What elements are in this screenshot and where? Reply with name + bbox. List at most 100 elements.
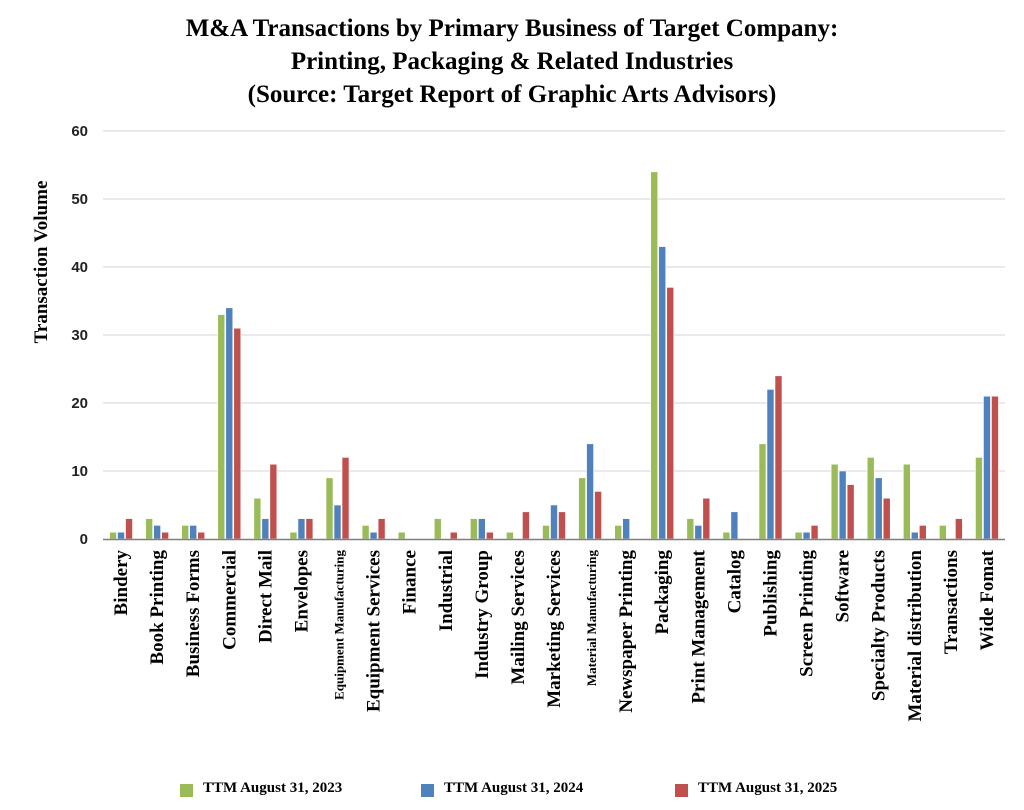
gridlines [103, 130, 1005, 472]
bar-print-management-2024 [694, 525, 703, 540]
bar-chart: 0 10 20 30 40 50 60 Transaction Volume Bindery… [31, 123, 1005, 722]
y-tick-label: 10 [71, 463, 88, 480]
bar-industry-group-2025 [486, 531, 494, 540]
x-category-label: Material Manufacturing [584, 550, 599, 687]
bar-marketing-services-2024 [550, 504, 558, 540]
bar-marketing-services-2023 [542, 525, 550, 540]
y-tick-label: 50 [71, 191, 88, 208]
bar-industrial-2023 [433, 518, 442, 540]
bar-material-manufacturing-2025 [594, 491, 602, 540]
bar-print-management-2023 [686, 518, 695, 540]
bar-equipment-manufacturing-2024 [333, 504, 342, 540]
bar-equipment-services-2024 [369, 531, 378, 540]
bar-finance-2023 [397, 531, 406, 540]
y-tick-label: 20 [71, 395, 88, 412]
x-category-label: Material distribution [905, 550, 926, 722]
bar-transactions-2025 [955, 518, 963, 540]
bar-equipment-services-2025 [377, 518, 386, 540]
x-category-label: Direct Mail [255, 550, 276, 643]
x-category-label: Business Forms [183, 550, 204, 677]
bar-book-printing-2024 [153, 525, 161, 540]
x-category-label: Specialty Products [869, 550, 890, 701]
y-tick-label: 40 [71, 259, 88, 276]
bar-material-manufacturing-2023 [578, 477, 586, 540]
bar-wide-fomat-2024 [983, 395, 991, 540]
bar-envelopes-2024 [297, 518, 306, 540]
bar-software-2025 [846, 484, 855, 540]
x-category-label: Envelopes [291, 550, 312, 632]
x-category-label: Finance [400, 550, 421, 614]
bar-direct-mail-2023 [253, 497, 262, 540]
legend-label-2025: TTM August 31, 2025 [698, 780, 838, 796]
x-category-label: Equipment Services [364, 550, 385, 712]
bar-industrial-2025 [449, 531, 458, 540]
x-axis-category-labels: Bindery Book Printing Business Forms Commer… [111, 549, 998, 721]
bar-print-management-2025 [702, 497, 711, 540]
bar-business-forms-2025 [197, 531, 205, 540]
bar-bindery-2025 [125, 518, 133, 540]
bar-screen-printing-2023 [794, 531, 803, 540]
bars [109, 171, 999, 540]
bar-catalog-2023 [722, 531, 731, 540]
x-category-label: Newspaper Printing [616, 550, 637, 713]
y-tick-label: 60 [71, 123, 88, 140]
bar-catalog-2024 [730, 511, 739, 540]
bar-specialty-products-2025 [882, 497, 891, 540]
bar-publishing-2023 [758, 443, 767, 540]
bar-book-printing-2025 [161, 531, 169, 540]
legend-swatch-2025 [675, 784, 688, 797]
bar-material-distribution-2023 [902, 463, 911, 540]
bar-screen-printing-2025 [810, 525, 819, 540]
x-category-label: Software [833, 550, 854, 622]
chart-title-line-1: M&A Transactions by Primary Business of … [185, 15, 839, 42]
bar-specialty-products-2024 [874, 477, 883, 540]
bar-newspaper-printing-2024 [622, 518, 630, 540]
bar-publishing-2024 [766, 389, 775, 540]
legend-label-2024: TTM August 31, 2024 [444, 780, 584, 796]
bar-envelopes-2023 [289, 531, 298, 540]
bar-packaging-2024 [658, 246, 667, 540]
bar-industry-group-2024 [478, 518, 486, 540]
legend-item-2024: TTM August 31, 2024 [421, 780, 583, 797]
bar-commercial-2025 [233, 327, 242, 540]
bar-software-2023 [830, 463, 839, 540]
bar-packaging-2023 [650, 171, 659, 540]
x-category-label: Print Management [688, 549, 709, 703]
x-category-label: Catalog [724, 550, 745, 614]
bar-screen-printing-2024 [802, 531, 811, 540]
legend-item-2023: TTM August 31, 2023 [180, 780, 342, 797]
bar-publishing-2025 [774, 375, 783, 540]
bar-material-manufacturing-2024 [586, 443, 594, 540]
x-category-label: Wide Fomat [977, 549, 998, 650]
bar-bindery-2024 [117, 531, 125, 540]
bar-mailing-services-2023 [506, 531, 514, 540]
chart-title: M&A Transactions by Primary Business of … [0, 12, 1024, 111]
legend-item-2025: TTM August 31, 2025 [675, 780, 837, 797]
bar-commercial-2024 [225, 307, 234, 540]
y-axis-label: Transaction Volume [31, 181, 52, 344]
legend-swatch-2023 [180, 784, 193, 797]
x-category-label: Industrial [436, 550, 457, 631]
bar-direct-mail-2025 [269, 463, 278, 540]
legend-label-2023: TTM August 31, 2023 [203, 780, 343, 796]
x-category-label: Bindery [111, 550, 132, 616]
bar-business-forms-2023 [181, 525, 189, 540]
x-category-label: Equipment Manufacturing [332, 550, 347, 700]
bar-mailing-services-2025 [522, 511, 530, 540]
x-category-label: Industry Group [472, 550, 493, 679]
bar-equipment-manufacturing-2023 [325, 477, 334, 540]
x-category-label: Transactions [941, 550, 962, 654]
bar-envelopes-2025 [305, 518, 314, 540]
x-category-label: Book Printing [147, 550, 168, 665]
bar-newspaper-printing-2023 [614, 525, 622, 540]
bar-specialty-products-2023 [866, 457, 875, 540]
legend: TTM August 31, 2023 TTM August 31, 2024 … [0, 780, 1024, 804]
bar-equipment-services-2023 [361, 525, 370, 540]
x-category-label: Screen Printing [797, 550, 818, 677]
bar-equipment-manufacturing-2025 [341, 457, 350, 540]
x-category-label: Packaging [652, 550, 673, 635]
chart-title-line-3: (Source: Target Report of Graphic Arts A… [247, 81, 777, 108]
x-category-label: Mailing Services [508, 550, 529, 685]
bar-material-distribution-2025 [918, 525, 927, 540]
bar-wide-fomat-2023 [975, 457, 983, 540]
